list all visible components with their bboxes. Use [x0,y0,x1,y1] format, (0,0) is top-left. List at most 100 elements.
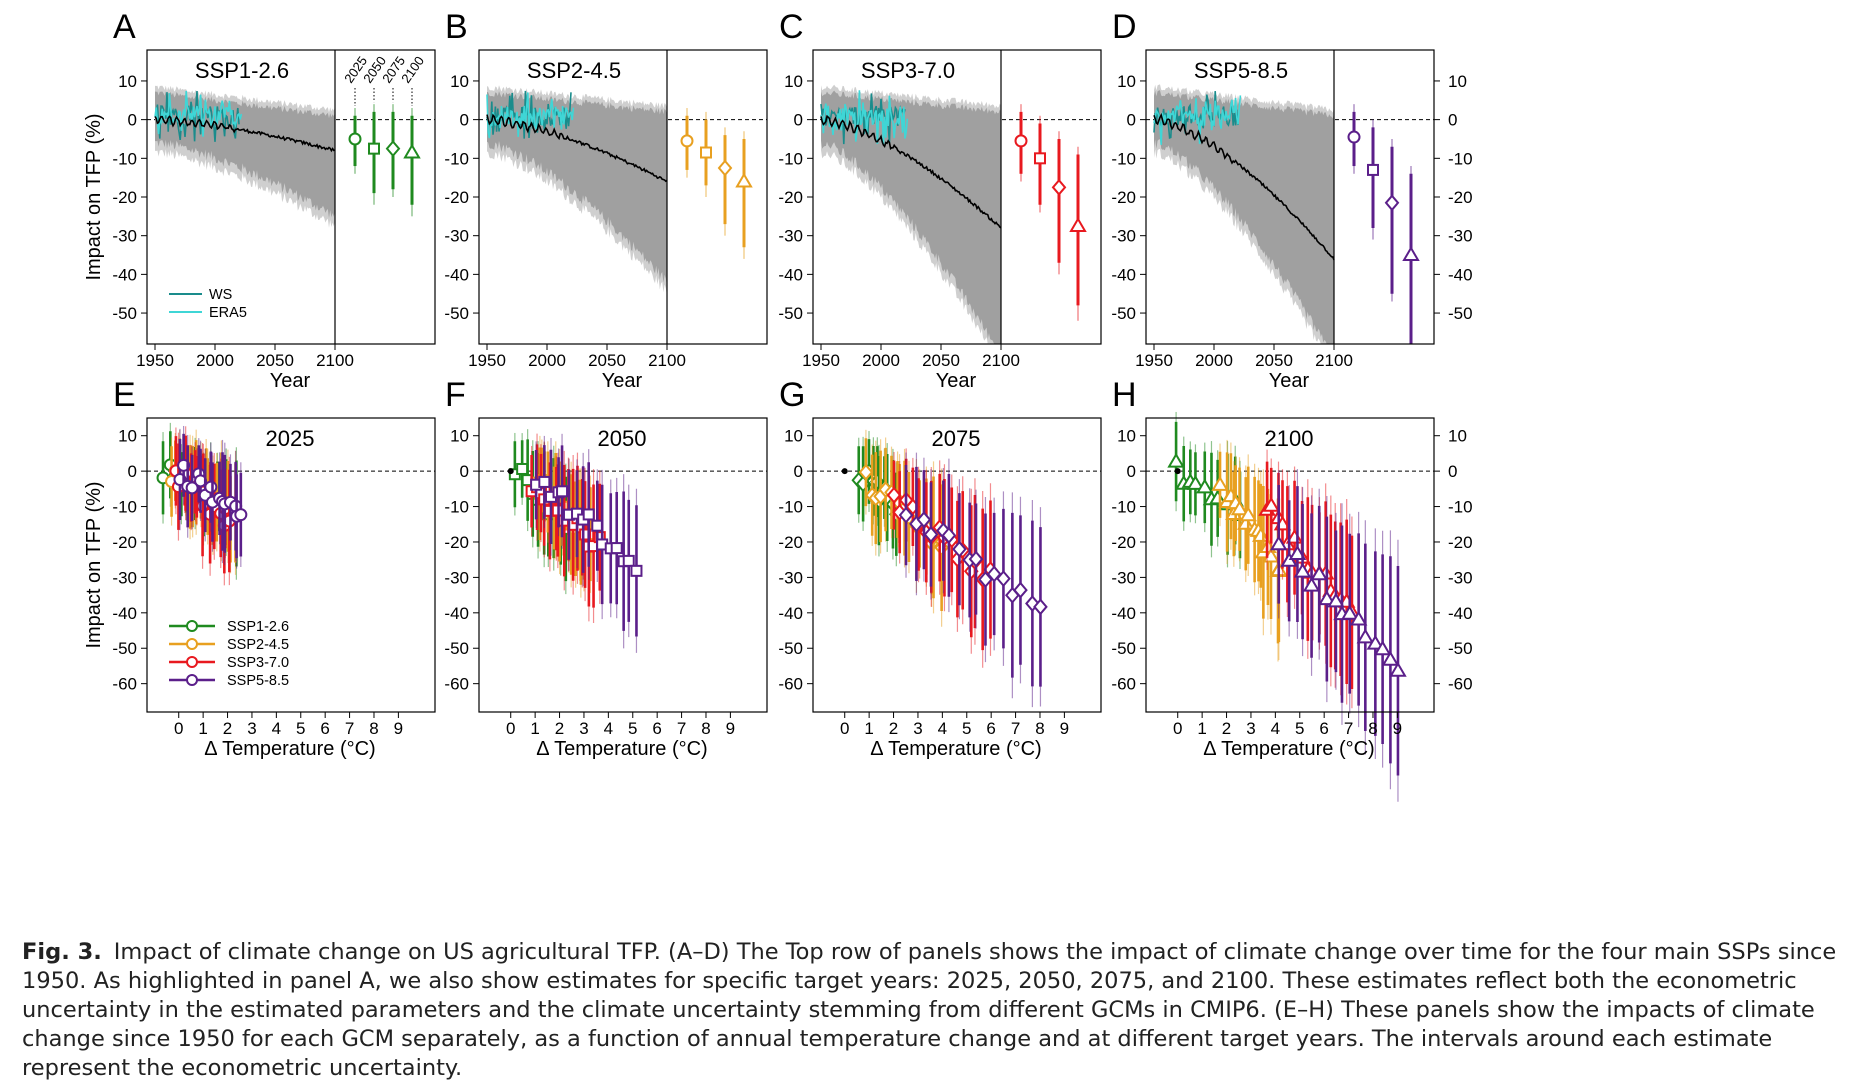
panel-c-x-tick-label: 2000 [862,351,900,370]
panel-h-xlabel: Δ Temperature (°C) [1203,738,1374,760]
panel-h-y-tick-label: 10 [1117,427,1136,446]
panel-g-y-tick-label: -50 [778,639,803,658]
panel-g-letter: G [779,376,805,414]
panel-c-y-tick-label: 10 [784,72,803,91]
panel-b-letter: B [445,8,468,46]
panel-b-target-marker-2100 [735,172,753,188]
panel-g-gcm-marker [898,506,914,524]
panel-c-y-tick-label: -40 [778,265,803,284]
panel-a-x-tick-label: 1950 [136,351,174,370]
panel-e-x-tick-label: 3 [247,719,256,738]
panel-f-y-tick-label: -10 [444,498,469,517]
panel-g-x-tick-label: 9 [1060,719,1069,738]
panel-f-gcm-marker [630,564,643,577]
panel-e-y-tick-label: -60 [112,675,137,694]
panel-g-xlabel: Δ Temperature (°C) [870,738,1041,760]
panel-f-x-tick-label: 0 [506,719,515,738]
panel-a-y-tick-label: -10 [112,149,137,168]
panel-a-x-tick-label: 2000 [196,351,234,370]
panel-h-gcm-marker [1310,565,1328,581]
panel-f-gcm-marker [556,485,569,498]
panel-e-legend-marker [186,638,198,650]
panel-d-y-tick-label: -20 [1111,188,1136,207]
panel-d-x-tick-label: 2000 [1195,351,1233,370]
panel-g-frame [812,417,1102,713]
panel-d-target-marker-2050 [1367,163,1379,176]
panel-d-y-tick-label-right: -10 [1448,149,1473,168]
panel-e-x-tick-label: 9 [394,719,403,738]
panel-e-gcm-marker [234,508,248,522]
panel-a-y-tick-label: -50 [112,304,137,323]
panel-b-target-marker-2075 [717,159,733,177]
panel-f-y-tick-label: -50 [444,639,469,658]
panel-h-x-tick-label: 1 [1197,719,1206,738]
panel-e-x-tick-label: 2 [223,719,232,738]
panel-c-xlabel: Year [936,370,977,392]
panel-c-title: SSP3-7.0 [861,58,955,83]
panel-c-y-tick-label: -20 [778,188,803,207]
panel-g-gcm-marker [1033,598,1048,616]
panel-e-gcm-marker [177,458,191,472]
panel-b-target-marker-2050 [700,146,712,159]
panel-d-y-tick-label-right: -50 [1448,304,1473,323]
panel-b-y-tick-label: -20 [444,188,469,207]
panel-a-median-line [154,115,336,153]
panel-h-gcm-marker [1340,604,1359,620]
panel-a-letter: A [113,8,136,46]
panel-e-x-tick-label: 6 [320,719,329,738]
panel-e-legend-label: SSP1-2.6 [227,619,289,635]
panel-d-y-tick-label-right: -30 [1448,227,1473,246]
panel-h-gcm-marker [1318,590,1336,606]
panel-h-x-tick-label: 7 [1344,719,1353,738]
panel-e-frame [146,417,436,713]
panel-d-y-tick-label: -40 [1111,265,1136,284]
panel-h-gcm-marker [1239,506,1257,522]
panel-d-y-tick-label-right: 10 [1448,72,1467,91]
panel-f-gcm-marker [582,508,595,521]
panel-g-title: 2075 [932,426,981,451]
panel-d-target-marker-2075 [1384,194,1400,212]
panel-d-median-line [1153,112,1335,261]
panel-a-target-marker-2100 [403,143,421,159]
panel-f-x-tick-label: 5 [628,719,637,738]
panel-e-y-tick-label: -20 [112,533,137,552]
panel-h-y-tick-label: -10 [1111,498,1136,517]
panel-g-y-tick-label: -10 [778,498,803,517]
panel-c-band-inner [821,90,1001,344]
panel-f-gcm-marker [622,554,635,567]
panel-g-y-tick-label: -60 [778,675,803,694]
panel-f-x-tick-label: 3 [579,719,588,738]
panel-a-y-tick-label: 0 [128,111,137,130]
panel-g-gcm-marker [858,463,874,481]
panel-e-xlabel: Δ Temperature (°C) [204,738,375,760]
panel-h-gcm-marker [1167,452,1185,468]
panel-e-legend-marker [186,620,198,632]
panel-g-y-tick-label: -40 [778,604,803,623]
panel-f-x-tick-label: 2 [555,719,564,738]
panel-h-gcm-marker [1389,661,1407,677]
panel-e-legend-label: SSP5-8.5 [227,673,289,689]
panel-c-target-marker-2100 [1069,217,1087,233]
panel-h-y-tick-label: -30 [1111,568,1136,587]
panel-e-x-tick-label: 8 [369,719,378,738]
panel-d-target-marker-2025 [1347,130,1361,144]
panel-d-x-tick-label: 1950 [1135,351,1173,370]
panel-a-legend-label: ERA5 [209,305,247,321]
panel-a-era5-line [154,90,243,137]
panel-e-x-tick-label: 0 [174,719,183,738]
panel-g-x-tick-label: 2 [889,719,898,738]
panel-b-xlabel: Year [602,370,643,392]
panel-h-y-tick-label: -50 [1111,639,1136,658]
panel-h-y-tick-label-right: -60 [1448,675,1473,694]
panel-f-y-tick-label: -20 [444,533,469,552]
panel-f-x-tick-label: 9 [726,719,735,738]
panel-g-gcm-marker [968,550,984,568]
panel-e-y-tick-label: -50 [112,639,137,658]
panel-d-target-marker-2100 [1402,246,1420,262]
panel-f-y-tick-label: 0 [460,462,469,481]
panel-d-y-tick-label-right: -40 [1448,265,1473,284]
panel-h-gcm-marker [1211,475,1229,491]
panel-b-target-marker-2025 [680,134,694,148]
panel-h-gcm-marker [1288,545,1307,561]
panel-b-x-tick-label: 2000 [528,351,566,370]
